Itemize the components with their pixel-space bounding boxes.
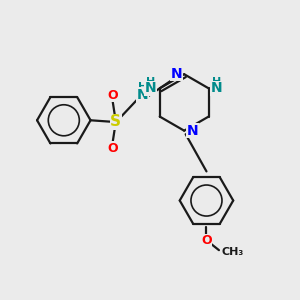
Text: N: N — [145, 81, 157, 95]
Text: O: O — [107, 88, 118, 101]
Text: S: S — [110, 114, 121, 129]
Text: N: N — [187, 124, 198, 138]
Text: H: H — [138, 82, 147, 92]
Text: N: N — [137, 88, 148, 102]
Text: O: O — [201, 234, 212, 247]
Text: N: N — [171, 67, 183, 81]
Text: H: H — [146, 77, 155, 87]
Text: H: H — [212, 77, 222, 87]
Text: CH₃: CH₃ — [221, 247, 244, 257]
Text: O: O — [107, 142, 118, 155]
Text: N: N — [211, 81, 223, 95]
